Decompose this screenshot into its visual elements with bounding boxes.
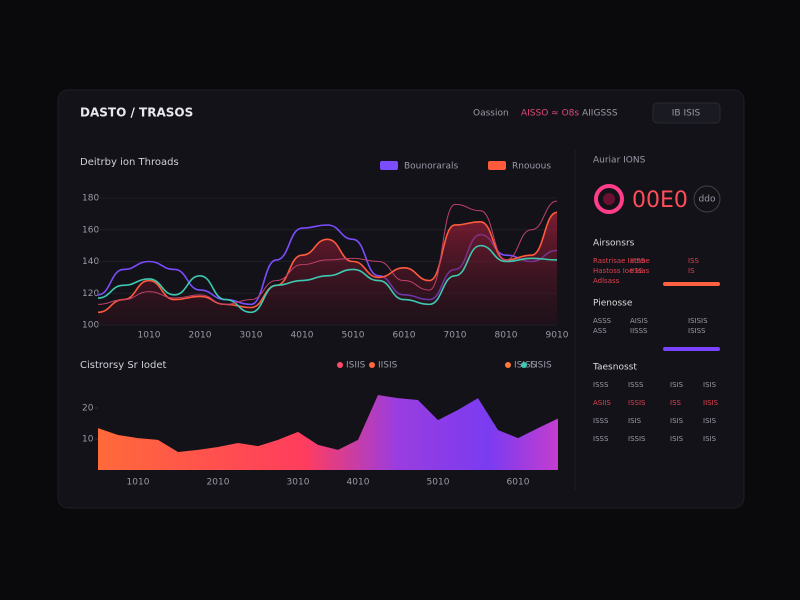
chart-title: Deitrby ion Throads bbox=[80, 157, 179, 168]
y-tick-label: 160 bbox=[82, 225, 99, 235]
y-tick-label: 20 bbox=[82, 404, 94, 414]
cell: ISIS bbox=[670, 417, 684, 425]
progress bbox=[663, 347, 720, 351]
ring-inner bbox=[603, 193, 615, 205]
big-number: 00E0 bbox=[632, 188, 688, 213]
area bbox=[98, 212, 557, 325]
cell: ISIS bbox=[628, 417, 642, 425]
legend-swatch bbox=[380, 161, 398, 170]
cell: ISSS bbox=[593, 435, 609, 443]
app-title: DASTO / TRASOS bbox=[80, 106, 193, 120]
x-tick-label: 2010 bbox=[189, 331, 212, 341]
cell: ISIS bbox=[670, 435, 684, 443]
y-tick-label: 100 bbox=[82, 321, 99, 331]
cell: IISIS bbox=[703, 399, 719, 407]
cell: ISSIS bbox=[628, 435, 646, 443]
x-tick-label: 1010 bbox=[127, 478, 150, 488]
badge bbox=[693, 185, 721, 213]
y-tick-label: 120 bbox=[82, 289, 99, 299]
cell: ISSS bbox=[628, 381, 644, 389]
badge-label: ddo bbox=[699, 195, 716, 205]
cell: ISIS bbox=[670, 381, 684, 389]
y-tick-label: 180 bbox=[82, 194, 99, 204]
cell: ISISIS bbox=[688, 317, 708, 325]
cell: ISS bbox=[688, 257, 700, 265]
x-tick-label: 6010 bbox=[507, 478, 530, 488]
legend-dot bbox=[521, 362, 527, 368]
cell: ISISS bbox=[688, 327, 706, 335]
sidebar-title: Auriar IONS bbox=[593, 156, 646, 166]
cell: Hastoss Ioe Isas bbox=[593, 267, 650, 275]
x-tick-label: 7010 bbox=[444, 331, 467, 341]
cell: ISSS bbox=[593, 417, 609, 425]
legend-dot bbox=[505, 362, 511, 368]
cell: ISS bbox=[670, 399, 682, 407]
y-tick-label: 140 bbox=[82, 257, 99, 267]
legend-label: LISIS bbox=[530, 361, 552, 371]
x-tick-label: 2010 bbox=[207, 478, 230, 488]
x-tick-label: 3010 bbox=[287, 478, 310, 488]
cell: Rastrisae Iatnoe bbox=[593, 257, 650, 265]
y-tick-label: 10 bbox=[82, 435, 94, 445]
section-title: Airsonsrs bbox=[593, 239, 635, 249]
cell: Adlsass bbox=[593, 277, 620, 285]
legend-label: Bounorarals bbox=[404, 162, 459, 172]
x-tick-label: 5010 bbox=[342, 331, 365, 341]
line bbox=[97, 244, 558, 314]
cell: ISIS bbox=[703, 417, 717, 425]
legend-dot bbox=[369, 362, 375, 368]
cell: IIISS bbox=[630, 257, 646, 265]
progress bbox=[663, 282, 720, 286]
cell: IISS bbox=[630, 267, 644, 275]
cell: ASIIS bbox=[593, 399, 611, 407]
button[interactable] bbox=[652, 102, 721, 124]
legend-label: IISIS bbox=[378, 361, 398, 371]
nav-item[interactable]: AISSO ≈ O8s bbox=[521, 109, 579, 119]
legend-label: ISIIS bbox=[346, 361, 366, 371]
x-tick-label: 4010 bbox=[291, 331, 314, 341]
cell: ISIS bbox=[703, 381, 717, 389]
cell: IS bbox=[688, 267, 695, 275]
line bbox=[97, 211, 558, 314]
legend-dot bbox=[337, 362, 343, 368]
cell: ASS bbox=[593, 327, 607, 335]
cell: ISSIS bbox=[628, 399, 646, 407]
x-tick-label: 9010 bbox=[546, 331, 569, 341]
section-title: Pienosse bbox=[593, 299, 633, 309]
ring bbox=[594, 184, 624, 214]
cell: AISIS bbox=[630, 317, 648, 325]
chart-title: Cistrorsy Sr Iodet bbox=[80, 360, 167, 371]
x-tick-label: 6010 bbox=[393, 331, 416, 341]
cell: ISSS bbox=[593, 381, 609, 389]
legend-swatch bbox=[488, 161, 506, 170]
cell: IISSS bbox=[630, 327, 648, 335]
x-tick-label: 3010 bbox=[240, 331, 263, 341]
cell: ISIS bbox=[703, 435, 717, 443]
section-title: Taesnosst bbox=[592, 363, 637, 373]
legend-label: Rnouous bbox=[512, 162, 551, 172]
button-label: IB ISIS bbox=[672, 109, 701, 119]
x-tick-label: 8010 bbox=[495, 331, 518, 341]
nav-item[interactable]: Oassion bbox=[473, 109, 509, 119]
nav-item[interactable]: AIIGSSS bbox=[582, 109, 618, 119]
area bbox=[98, 394, 558, 470]
cell: ASSS bbox=[593, 317, 612, 325]
x-tick-label: 1010 bbox=[138, 331, 161, 341]
x-tick-label: 4010 bbox=[347, 478, 370, 488]
x-tick-label: 5010 bbox=[427, 478, 450, 488]
line bbox=[97, 200, 558, 305]
